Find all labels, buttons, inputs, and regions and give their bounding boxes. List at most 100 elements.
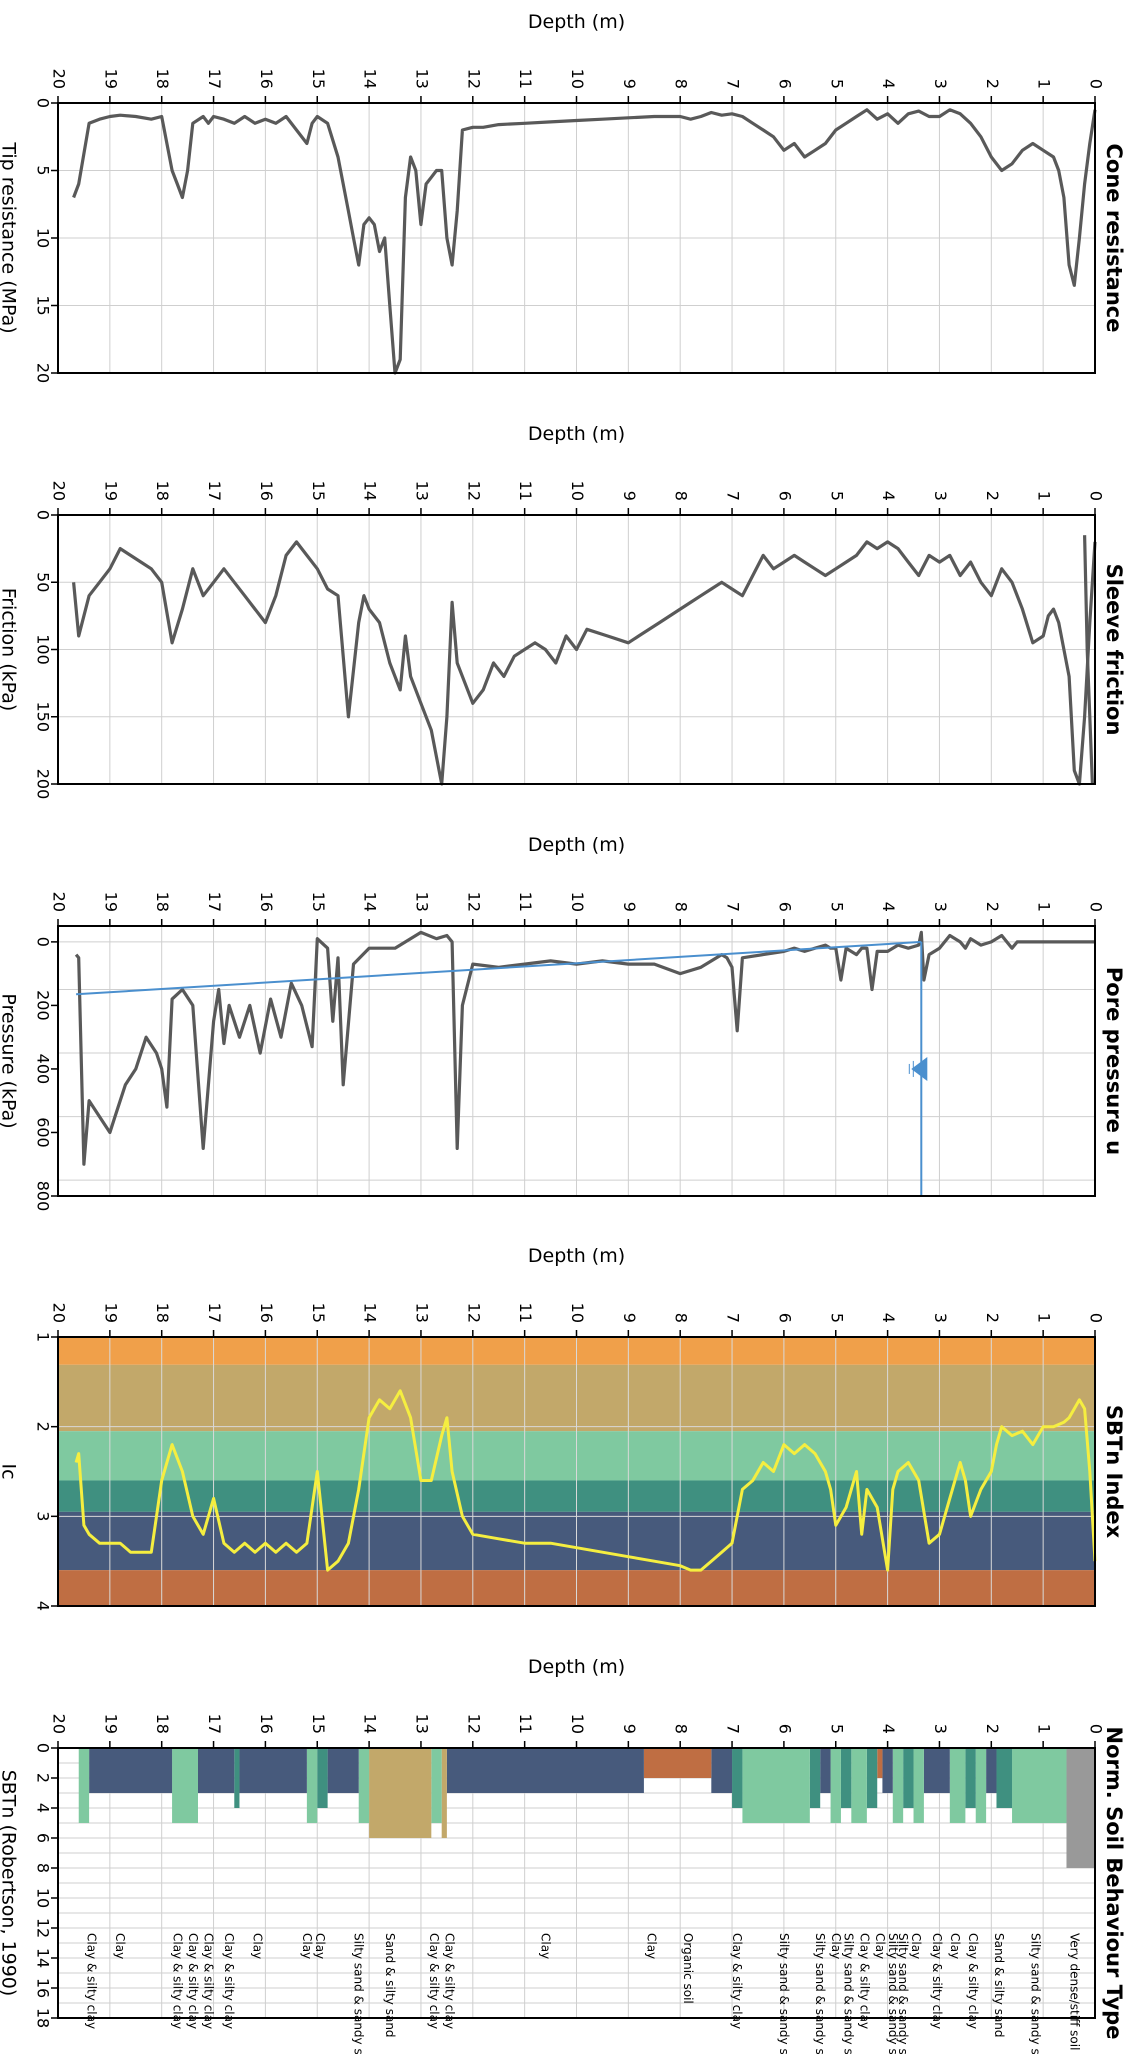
- water-table-icon: [911, 1056, 928, 1081]
- soil-type-label: Clay & silty clay: [442, 1933, 456, 2029]
- sbt-bar: [643, 1748, 712, 1778]
- depth-tick-label: 17: [205, 892, 224, 912]
- depth-tick-label: 17: [205, 481, 224, 501]
- depth-tick-label: 11: [516, 69, 535, 89]
- soil-type-label: Clay & silty clay: [966, 1933, 980, 2029]
- depth-tick-label: 13: [412, 1303, 431, 1323]
- depth-tick-label: 20: [50, 892, 69, 912]
- depth-tick-label: 16: [257, 481, 276, 501]
- panel-1: 0123456789101112131415161718192005010015…: [0, 423, 1126, 799]
- sbt-bar: [913, 1748, 924, 1823]
- sbt-bar: [877, 1748, 883, 1778]
- soil-type-label: Organic soil: [681, 1933, 695, 2004]
- soil-type-label: Clay: [538, 1933, 552, 1959]
- depth-tick-label: 8: [672, 491, 691, 501]
- depth-tick-label: 6: [775, 1313, 794, 1323]
- value-tick-label: 0: [34, 1743, 53, 1753]
- depth-axis-label: Depth (m): [528, 834, 625, 856]
- value-tick-label: 400: [34, 1054, 53, 1085]
- depth-tick-label: 14: [361, 1303, 380, 1323]
- depth-tick-label: 15: [309, 481, 328, 501]
- soil-type-label: Clay & silty clay: [730, 1933, 744, 2029]
- panel-title: Cone resistance: [1102, 144, 1126, 333]
- depth-tick-label: 15: [309, 69, 328, 89]
- depth-tick-label: 2: [983, 79, 1002, 89]
- depth-tick-label: 18: [153, 69, 172, 89]
- depth-axis-label: Depth (m): [528, 423, 625, 445]
- depth-tick-label: 20: [50, 481, 69, 501]
- sbt-bar: [892, 1748, 904, 1823]
- depth-tick-label: 17: [205, 69, 224, 89]
- panel-4: Very dense/stiff soil Silty sand & sandy …: [0, 1656, 1126, 2054]
- sbt-bar: [441, 1748, 447, 1838]
- sbt-bar: [903, 1748, 914, 1808]
- value-tick-label: 10: [34, 1888, 53, 1908]
- depth-tick-label: 7: [724, 491, 743, 501]
- sbt-bar: [306, 1748, 318, 1823]
- depth-tick-label: 12: [464, 1714, 483, 1734]
- sbt-bar: [809, 1748, 821, 1808]
- depth-tick-label: 19: [101, 69, 120, 89]
- depth-tick-label: 8: [672, 79, 691, 89]
- depth-axis-label: Depth (m): [528, 11, 625, 33]
- value-tick-label: 600: [34, 1117, 53, 1148]
- depth-tick-label: 6: [775, 902, 794, 912]
- soil-type-label: Clay: [948, 1933, 962, 1959]
- sbt-bar: [446, 1748, 644, 1793]
- sbt-bar: [1066, 1748, 1095, 1868]
- value-axis-label: Friction (kPa): [0, 588, 20, 712]
- series-line: [72, 108, 1097, 375]
- soil-type-label: Very dense/stiff soil: [1067, 1933, 1081, 2050]
- soil-type-label: Silty sand & sandy silt: [896, 1933, 910, 2054]
- depth-tick-label: 13: [412, 481, 431, 501]
- depth-tick-label: 10: [568, 1303, 587, 1323]
- value-tick-label: 0: [34, 98, 53, 108]
- depth-tick-label: 11: [516, 1714, 535, 1734]
- depth-tick-label: 3: [931, 79, 950, 89]
- sbt-bar: [78, 1748, 90, 1823]
- depth-tick-label: 2: [983, 1313, 1002, 1323]
- depth-tick-label: 4: [879, 1724, 898, 1734]
- value-tick-label: 10: [34, 228, 53, 248]
- depth-tick-label: 11: [516, 892, 535, 912]
- depth-tick-label: 0: [1087, 902, 1106, 912]
- depth-tick-label: 5: [827, 79, 846, 89]
- value-tick-label: 16: [34, 1978, 53, 1998]
- depth-tick-label: 0: [1087, 1724, 1106, 1734]
- depth-tick-label: 4: [879, 1313, 898, 1323]
- depth-tick-label: 17: [205, 1303, 224, 1323]
- sbt-bar: [369, 1748, 432, 1838]
- sbt-bar: [197, 1748, 235, 1793]
- depth-tick-label: 7: [724, 1724, 743, 1734]
- depth-tick-label: 9: [620, 902, 639, 912]
- depth-tick-label: 10: [568, 481, 587, 501]
- depth-tick-label: 7: [724, 79, 743, 89]
- value-tick-label: 20: [34, 363, 53, 383]
- depth-tick-label: 1: [1035, 491, 1054, 501]
- sbt-bar: [923, 1748, 950, 1793]
- soil-type-label: Sand & silty sand: [992, 1933, 1006, 2038]
- depth-tick-label: 5: [827, 1313, 846, 1323]
- sbt-bar: [1012, 1748, 1067, 1823]
- depth-tick-label: 2: [983, 902, 1002, 912]
- soil-type-label: Silty sand & sandy silt: [813, 1933, 827, 2054]
- depth-tick-label: 1: [1035, 1313, 1054, 1323]
- series-line: [74, 930, 1095, 1166]
- panel-2: 0123456789101112131415161718192002004006…: [0, 834, 1126, 1211]
- depth-tick-label: 9: [620, 1313, 639, 1323]
- soil-type-label: Silty sand & sandy silt: [352, 1933, 366, 2054]
- value-tick-label: 6: [34, 1833, 53, 1843]
- panel-3: 012345678910111213141516171819201234Dept…: [0, 1245, 1126, 1611]
- depth-tick-label: 8: [672, 1724, 691, 1734]
- depth-tick-label: 20: [50, 1714, 69, 1734]
- depth-tick-label: 13: [412, 1714, 431, 1734]
- soil-type-label: Clay & silty clay: [201, 1933, 215, 2029]
- soil-type-label: Silty sand & sandy silt: [1028, 1933, 1042, 2054]
- value-axis-label: Ic: [0, 1463, 20, 1479]
- soil-type-label: Clay: [829, 1933, 843, 1959]
- soil-type-label: Clay & silty clay: [857, 1933, 871, 2029]
- soil-type-label: Clay: [873, 1933, 887, 1959]
- depth-tick-label: 9: [620, 1724, 639, 1734]
- sbt-bar: [882, 1748, 893, 1793]
- depth-tick-label: 10: [568, 892, 587, 912]
